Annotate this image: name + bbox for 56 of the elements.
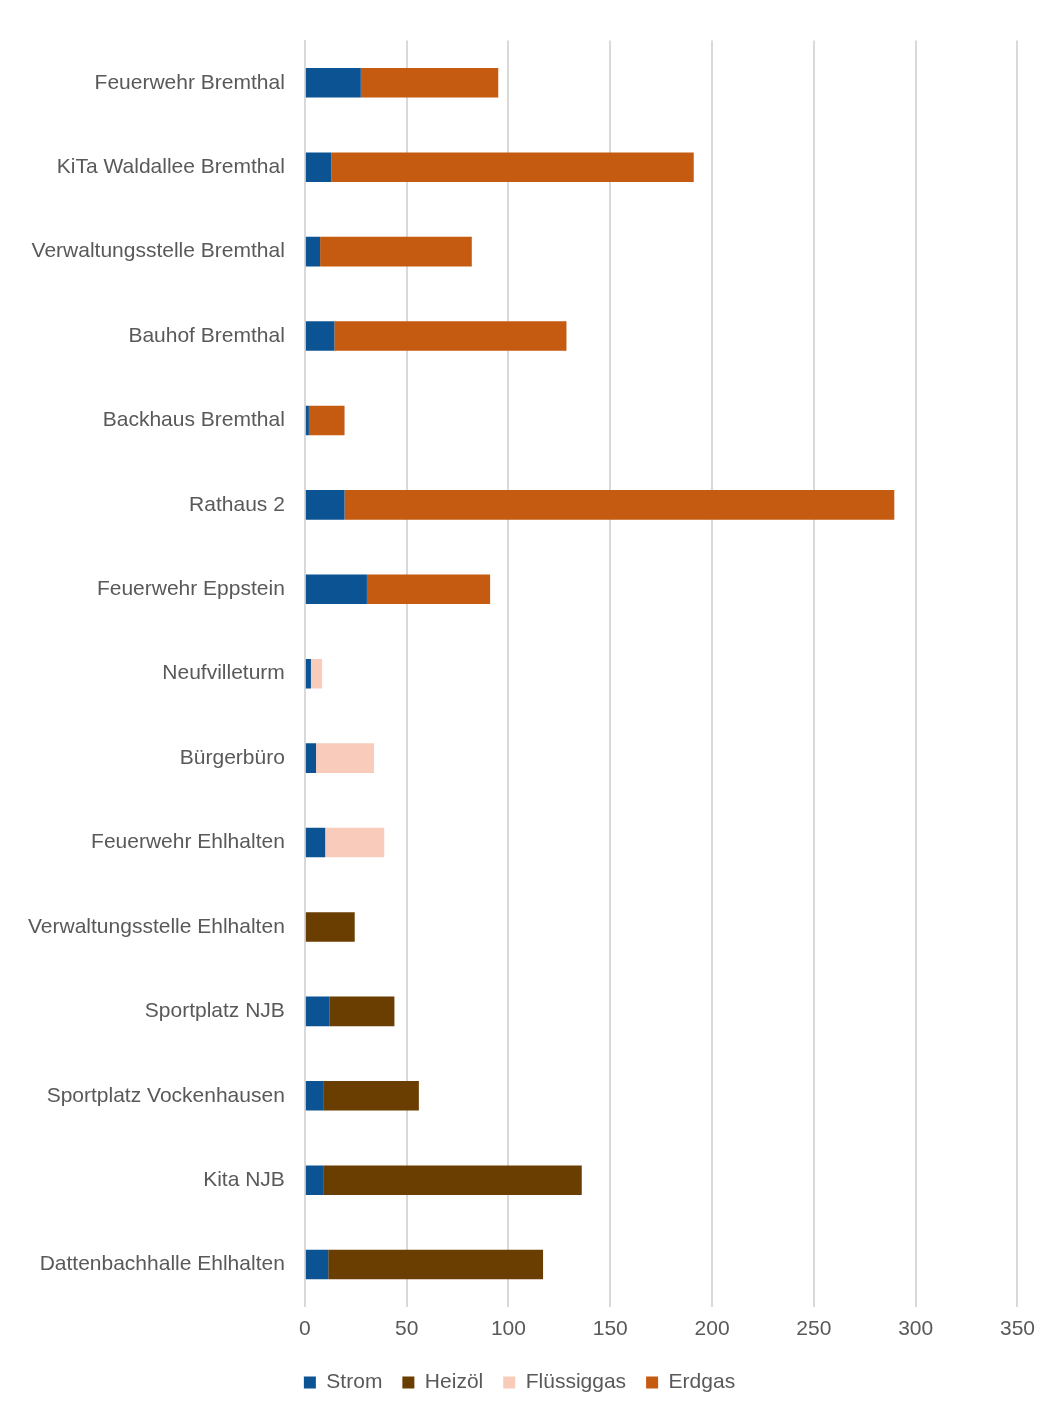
bar xyxy=(360,68,499,98)
bar xyxy=(305,152,332,182)
legend-label: Heizöl xyxy=(424,1369,484,1393)
bar xyxy=(328,1249,544,1280)
y-tick-label: Feuerwehr Eppstein xyxy=(96,576,285,600)
bar xyxy=(305,912,355,942)
legend-label: Flüssiggas xyxy=(525,1369,627,1393)
bar xyxy=(308,405,345,436)
bar xyxy=(305,490,345,520)
bar xyxy=(329,996,395,1027)
bar xyxy=(323,1080,419,1111)
bar xyxy=(325,827,385,858)
y-tick-label: Verwaltungsstelle Ehlhalten xyxy=(27,913,285,937)
bar xyxy=(305,574,367,605)
x-tick-label: 200 xyxy=(694,1316,730,1340)
bar xyxy=(316,743,375,773)
y-tick-label: Rathaus 2 xyxy=(189,491,285,515)
y-tick-label: Feuerwehr Ehlhalten xyxy=(91,829,285,853)
y-tick-label: Verwaltungsstelle Bremthal xyxy=(31,238,285,262)
bar xyxy=(305,68,361,98)
x-tick-label: 150 xyxy=(592,1316,628,1340)
x-tick-label: 250 xyxy=(796,1316,832,1340)
bar xyxy=(323,1165,582,1195)
bar xyxy=(305,658,311,689)
bar xyxy=(310,658,323,689)
bar xyxy=(305,236,321,267)
bar xyxy=(305,996,330,1027)
y-tick-label: Sportplatz Vockenhausen xyxy=(46,1082,285,1106)
legend-label: Strom xyxy=(326,1369,383,1393)
bar xyxy=(334,321,567,351)
x-tick-label: 100 xyxy=(490,1316,526,1340)
bar xyxy=(305,827,326,858)
y-tick-label: Backhaus Bremthal xyxy=(102,407,285,431)
bar xyxy=(305,1249,329,1280)
y-tick-label: Bauhof Bremthal xyxy=(128,322,285,346)
x-tick-label: 0 xyxy=(298,1316,311,1340)
y-tick-label: Kita NJB xyxy=(203,1166,285,1190)
y-tick-label: KiTa Waldallee Bremthal xyxy=(56,154,285,178)
bar xyxy=(305,1080,324,1111)
bar xyxy=(305,405,309,436)
x-tick-label: 300 xyxy=(898,1316,934,1340)
y-tick-label: Bürgerbüro xyxy=(179,744,285,768)
bar xyxy=(344,490,895,520)
y-tick-label: Neufvilleturm xyxy=(162,660,285,684)
bar xyxy=(331,152,694,182)
bar xyxy=(305,743,317,773)
y-tick-label: Sportplatz NJB xyxy=(144,998,285,1022)
x-tick-label: 350 xyxy=(999,1316,1035,1340)
bar xyxy=(320,236,472,267)
bar xyxy=(305,1165,324,1195)
y-tick-label: Feuerwehr Bremthal xyxy=(94,69,285,93)
x-tick-label: 50 xyxy=(394,1316,419,1340)
bar xyxy=(366,574,491,605)
bar xyxy=(305,321,335,351)
y-tick-label: Dattenbachhalle Ehlhalten xyxy=(39,1251,285,1275)
legend-label: Erdgas xyxy=(668,1369,736,1393)
